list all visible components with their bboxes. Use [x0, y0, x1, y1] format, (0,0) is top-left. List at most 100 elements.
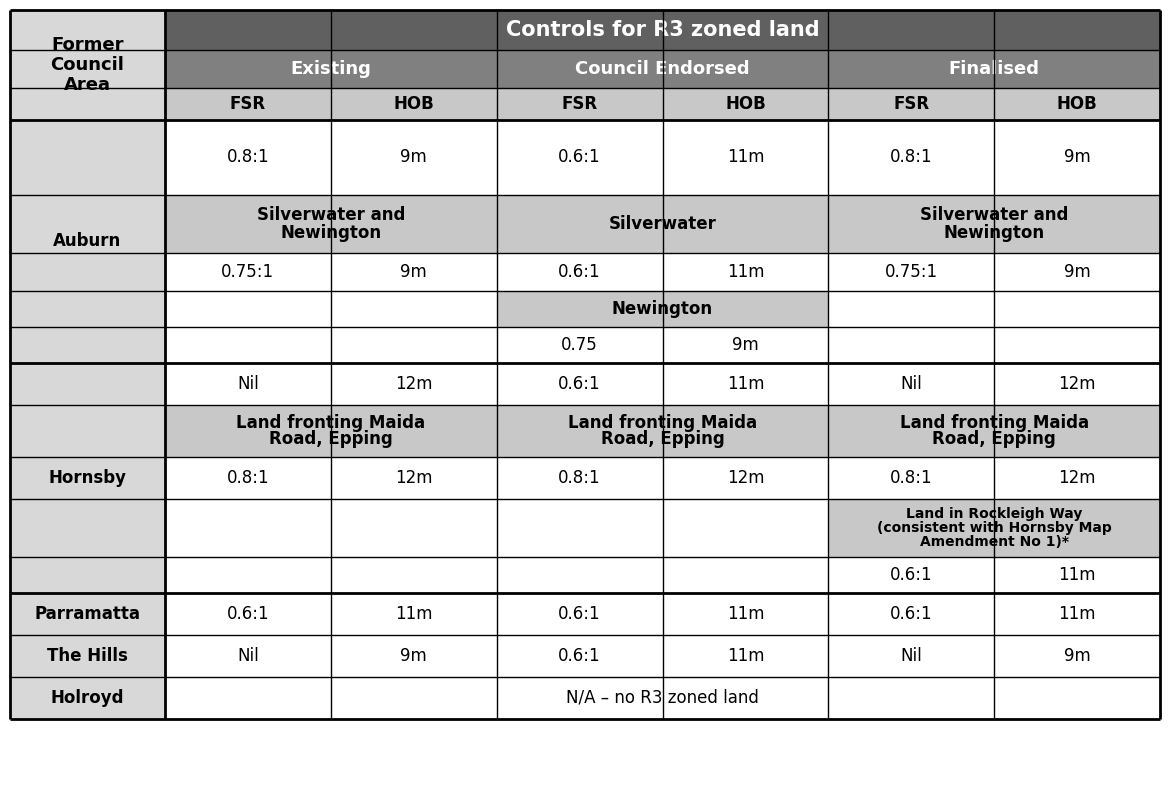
Bar [11, 253, 165, 291]
Text: 0.8:1: 0.8:1 [890, 469, 932, 487]
Bar [994, 635, 1159, 677]
Bar [165, 363, 331, 405]
Text: 11m: 11m [395, 605, 433, 623]
Text: Amendment No 1)*: Amendment No 1)* [920, 535, 1068, 549]
Text: FSR: FSR [229, 95, 266, 113]
Bar [994, 593, 1159, 635]
Bar [331, 457, 497, 499]
Text: 0.75:1: 0.75:1 [221, 263, 275, 281]
Bar [165, 457, 331, 499]
Bar [662, 593, 828, 635]
Text: 0.75: 0.75 [562, 336, 598, 354]
Bar [828, 327, 1159, 363]
Text: 0.75:1: 0.75:1 [885, 263, 938, 281]
Bar [165, 195, 497, 253]
Text: FSR: FSR [562, 95, 598, 113]
Text: HOB: HOB [725, 95, 766, 113]
Text: HOB: HOB [1057, 95, 1097, 113]
Bar [662, 635, 828, 677]
Bar [497, 557, 828, 593]
Text: Holroyd: Holroyd [50, 689, 124, 707]
Text: Council: Council [50, 56, 124, 74]
Text: 11m: 11m [727, 605, 764, 623]
Bar [662, 88, 828, 120]
Text: 0.6:1: 0.6:1 [558, 605, 601, 623]
Bar [497, 327, 662, 363]
Text: Former: Former [51, 36, 124, 54]
Bar [331, 120, 497, 195]
Bar [11, 120, 165, 195]
Bar [165, 120, 331, 195]
Bar [165, 635, 331, 677]
Text: 0.6:1: 0.6:1 [558, 647, 601, 665]
Text: 12m: 12m [1059, 375, 1096, 393]
Text: 9m: 9m [400, 647, 427, 665]
Text: Land fronting Maida: Land fronting Maida [900, 414, 1089, 431]
Bar [497, 405, 828, 457]
Text: Nil: Nil [238, 375, 259, 393]
Text: 0.8:1: 0.8:1 [558, 469, 601, 487]
Bar [11, 593, 165, 635]
Bar [497, 363, 662, 405]
Text: The Hills: The Hills [47, 647, 128, 665]
Bar [165, 50, 497, 88]
Bar [828, 253, 994, 291]
Bar [828, 50, 1159, 88]
Bar [165, 405, 497, 457]
Bar [828, 405, 1159, 457]
Text: Nil: Nil [901, 647, 922, 665]
Bar [331, 593, 497, 635]
Text: Road, Epping: Road, Epping [600, 431, 724, 448]
Bar [828, 593, 994, 635]
Text: Silverwater: Silverwater [608, 215, 716, 233]
Bar [497, 635, 662, 677]
Bar [11, 88, 165, 120]
Text: Road, Epping: Road, Epping [932, 431, 1057, 448]
Bar [165, 10, 1159, 50]
Text: Land in Rockleigh Way: Land in Rockleigh Way [906, 507, 1082, 521]
Bar [662, 253, 828, 291]
Text: 0.8:1: 0.8:1 [227, 469, 269, 487]
Text: 11m: 11m [1059, 566, 1096, 584]
Text: 12m: 12m [1059, 469, 1096, 487]
Bar [662, 327, 828, 363]
Bar [165, 593, 331, 635]
Text: Land fronting Maida: Land fronting Maida [567, 414, 757, 431]
Text: 9m: 9m [1064, 263, 1090, 281]
Text: 12m: 12m [395, 375, 433, 393]
Text: 0.6:1: 0.6:1 [227, 605, 269, 623]
Bar [828, 88, 994, 120]
Bar [331, 253, 497, 291]
Bar [828, 195, 1159, 253]
Text: Hornsby: Hornsby [48, 469, 126, 487]
Bar [331, 88, 497, 120]
Bar [11, 327, 165, 363]
Text: Newington: Newington [943, 224, 1045, 242]
Bar [11, 677, 165, 719]
Bar [994, 253, 1159, 291]
Bar [994, 457, 1159, 499]
Text: 9m: 9m [400, 149, 427, 166]
Bar [828, 557, 994, 593]
Bar [662, 457, 828, 499]
Bar [828, 291, 1159, 327]
Text: 11m: 11m [727, 375, 764, 393]
Text: Parramatta: Parramatta [34, 605, 140, 623]
Text: Silverwater and: Silverwater and [920, 207, 1068, 225]
Bar [828, 363, 994, 405]
Bar [165, 499, 497, 557]
Text: FSR: FSR [893, 95, 929, 113]
Bar [994, 557, 1159, 593]
Text: 9m: 9m [732, 336, 759, 354]
Bar [828, 499, 1159, 557]
Text: 9m: 9m [1064, 149, 1090, 166]
Bar [662, 120, 828, 195]
Bar [11, 50, 165, 88]
Text: Council Endorsed: Council Endorsed [576, 60, 750, 78]
Bar [11, 457, 165, 499]
Bar [165, 88, 331, 120]
Bar [331, 363, 497, 405]
Text: HOB: HOB [393, 95, 434, 113]
Text: 11m: 11m [727, 263, 764, 281]
Text: 0.6:1: 0.6:1 [558, 375, 601, 393]
